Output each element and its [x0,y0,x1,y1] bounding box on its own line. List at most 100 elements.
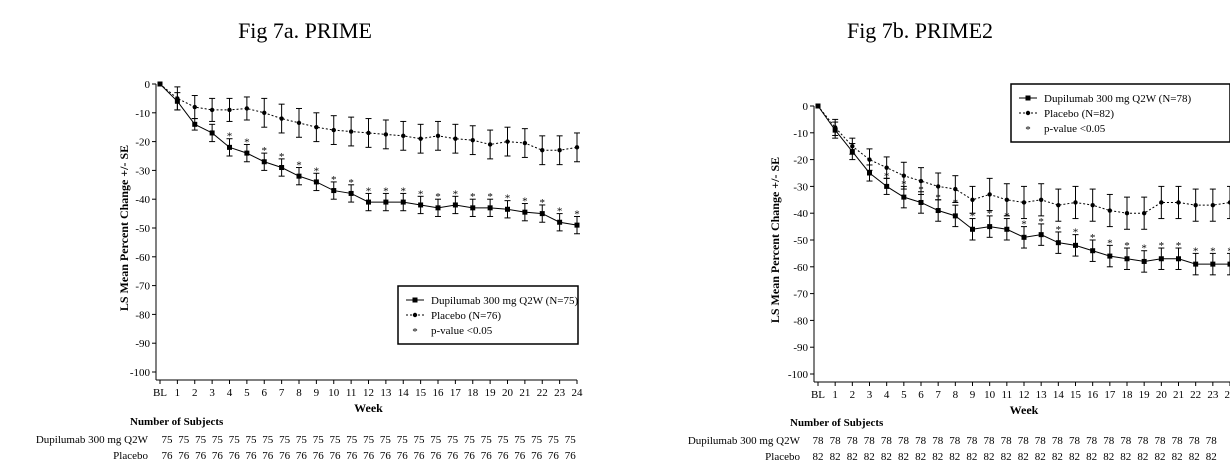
y-tick-label: -70 [135,281,150,293]
subjects-count: 82 [864,451,875,463]
subjects-count: 76 [498,450,510,462]
data-point-square [574,222,580,228]
data-point-square [487,205,493,211]
subjects-count: 75 [313,434,325,446]
data-point-square [539,211,545,217]
significance-asterisk: * [1141,243,1147,255]
x-tick-label: 7 [279,387,285,399]
x-tick-label: BL [153,387,167,399]
subjects-count: 78 [1001,435,1013,447]
subjects-count: 76 [178,450,190,462]
series-placebo [157,81,580,166]
data-point-circle [901,173,907,178]
y-tick-label: -70 [793,289,808,301]
x-tick-label: BL [811,389,825,401]
chart-panel-2: Fig 7b. PRIME2 0 -10 -20 -30 -40 -50 -60 -70 -80 -… [688,18,1230,463]
data-point-circle [296,120,302,126]
data-point-square [279,165,285,171]
data-point-circle [1124,211,1130,216]
data-point-circle [970,197,975,202]
y-tick-label: -100 [788,369,809,381]
y-tick-label: -60 [793,262,808,274]
x-tick-label: 8 [953,389,959,401]
subjects-count: 76 [430,450,442,462]
data-point-square [313,179,319,185]
legend-label: Placebo (N=76) [431,310,501,322]
subjects-count: 78 [1120,435,1132,447]
subjects-count: 75 [262,434,274,446]
data-point-circle [987,192,992,197]
data-point-square [1227,261,1230,267]
x-tick-label: 17 [1104,389,1116,401]
data-point-circle [935,184,941,189]
data-point-circle [487,142,493,147]
data-point-square [1004,226,1010,232]
x-tick-label: 14 [398,387,410,399]
significance-asterisk: * [1210,245,1216,257]
subjects-row-label: Dupilumab 300 mg Q2W [688,435,801,447]
significance-asterisk: * [435,191,441,203]
significance-asterisk: * [540,197,546,209]
subjects-count: 75 [464,434,476,446]
subjects-count: 82 [1069,451,1080,463]
y-tick-label: -80 [793,315,808,327]
x-tick-label: 22 [537,387,548,399]
subjects-count: 82 [1086,451,1097,463]
subjects-count: 78 [1018,435,1030,447]
legend-square-marker [412,297,418,303]
subjects-count: 75 [296,434,308,446]
x-tick-label: 16 [1087,389,1099,401]
significance-asterisk: * [366,185,372,197]
y-tick-label: -20 [135,137,150,149]
significance-asterisk: * [574,208,580,220]
subjects-count: 82 [1018,451,1029,463]
data-point-square [867,170,872,176]
subjects-count: 78 [1155,435,1167,447]
data-point-circle [418,136,423,141]
data-point-circle [540,148,545,153]
subjects-count: 76 [414,450,426,462]
subjects-count: 82 [966,451,977,463]
x-tick-label: 3 [867,389,873,401]
subjects-count: 82 [984,451,995,463]
data-point-circle [401,133,406,139]
subjects-count: 78 [1035,435,1047,447]
subjects-count: 76 [229,450,241,462]
significance-asterisk: * [331,174,337,186]
significance-asterisk: * [279,151,285,163]
subjects-count: 76 [481,450,493,462]
significance-asterisk: * [953,197,959,209]
x-tick-label: 10 [984,389,996,401]
data-point-circle [262,110,267,116]
data-point-square [884,183,890,189]
x-tick-label: 20 [1156,389,1168,401]
x-tick-label: 2 [192,387,198,399]
significance-asterisk: * [901,178,907,190]
subjects-count: 75 [330,434,342,446]
data-point-circle [192,104,197,110]
y-tick-label: -10 [793,128,808,140]
subjects-count: 76 [531,450,543,462]
x-tick-label: 3 [209,387,215,399]
significance-asterisk: * [227,131,233,143]
data-point-circle [953,186,958,192]
y-tick-label: -50 [793,235,808,247]
significance-asterisk: * [987,208,993,220]
legend-circle-marker [412,312,418,318]
significance-asterisk: * [884,170,890,182]
subjects-count: 78 [932,435,944,447]
data-point-circle [884,165,889,170]
significance-asterisk: * [1056,224,1062,236]
number-of-subjects-table: Number of Subjects Dupilumab 300 mg Q2W 78… [688,417,1217,463]
subjects-count: 78 [864,435,876,447]
legend-label: p-value <0.05 [1044,123,1106,135]
subjects-count: 75 [531,434,543,446]
data-point-circle [279,116,284,121]
legend-label: Dupilumab 300 mg Q2W (N=75) [431,295,578,307]
subjects-count: 76 [296,450,308,462]
data-point-circle [918,178,924,184]
x-tick-label: 7 [935,389,941,401]
x-tick-label: 13 [380,387,392,399]
x-tick-label: 1 [175,387,181,399]
x-tick-label: 24 [572,387,584,399]
